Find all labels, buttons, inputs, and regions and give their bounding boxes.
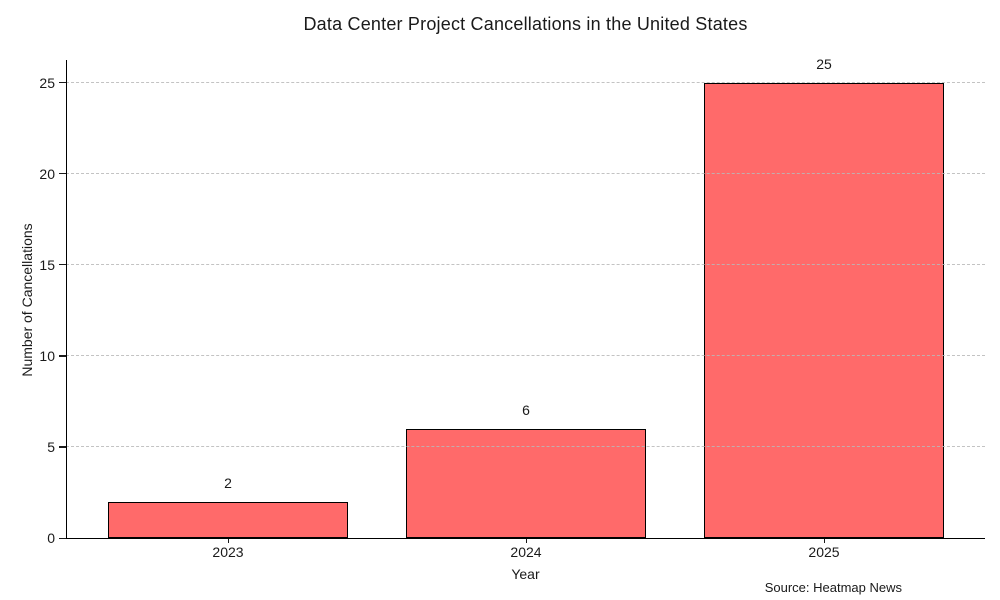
value-label-2023: 2 bbox=[224, 474, 232, 491]
x-tick-mark-2024 bbox=[525, 538, 527, 543]
y-tick-label-5: 5 bbox=[47, 438, 55, 455]
bar-2024 bbox=[406, 428, 646, 538]
source-note: Source: Heatmap News bbox=[764, 580, 902, 595]
y-tick-label-20: 20 bbox=[39, 165, 55, 182]
y-axis-line bbox=[66, 60, 68, 538]
x-tick-label-2024: 2024 bbox=[510, 544, 542, 560]
bar-2025 bbox=[704, 82, 944, 538]
x-axis-label: Year bbox=[511, 566, 540, 582]
x-tick-label-2025: 2025 bbox=[808, 544, 840, 560]
y-tick-mark-5 bbox=[59, 446, 66, 448]
y-tick-mark-0 bbox=[59, 537, 66, 539]
chart-title: Data Center Project Cancellations in the… bbox=[303, 14, 748, 34]
y-tick-mark-25 bbox=[59, 82, 66, 84]
y-tick-label-25: 25 bbox=[39, 74, 55, 91]
x-tick-mark-2025 bbox=[823, 538, 825, 543]
y-tick-label-10: 10 bbox=[39, 347, 55, 364]
y-tick-mark-20 bbox=[59, 173, 66, 175]
value-label-2024: 6 bbox=[522, 401, 530, 418]
bar-2023 bbox=[108, 501, 348, 538]
x-axis-line bbox=[66, 537, 985, 539]
plot-area: 2 6 25 bbox=[66, 56, 985, 539]
x-tick-mark-2023 bbox=[227, 538, 229, 543]
y-tick-mark-10 bbox=[59, 355, 66, 357]
value-label-2025: 25 bbox=[816, 55, 832, 72]
y-tick-label-15: 15 bbox=[39, 256, 55, 273]
x-tick-label-2023: 2023 bbox=[212, 544, 244, 560]
y-tick-mark-15 bbox=[59, 264, 66, 266]
y-tick-label-0: 0 bbox=[47, 530, 55, 546]
